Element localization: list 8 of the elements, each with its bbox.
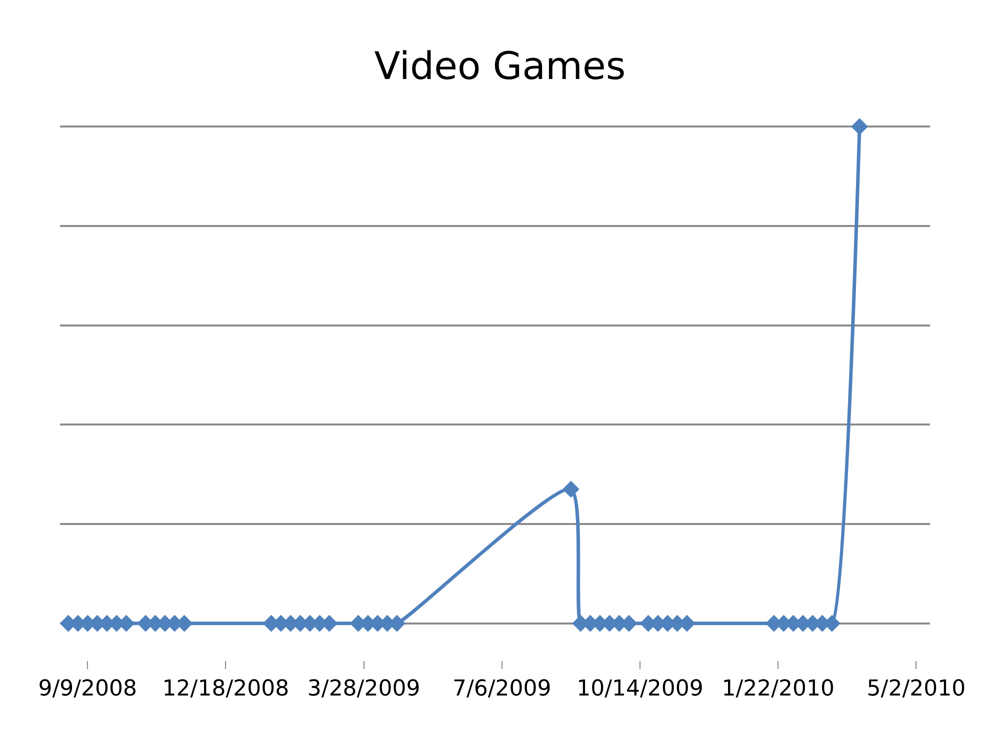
chart-title: Video Games	[374, 44, 626, 88]
x-tick-label: 3/28/2009	[307, 676, 420, 702]
x-tick-label: 7/6/2009	[452, 676, 552, 702]
x-tick-label: 12/18/2008	[162, 676, 290, 702]
x-tick-label: 5/2/2010	[866, 676, 966, 702]
x-tick-label: 10/14/2009	[576, 676, 704, 702]
x-tick-label: 1/22/2010	[722, 676, 835, 702]
x-tick-label: 9/9/2008	[38, 676, 138, 702]
